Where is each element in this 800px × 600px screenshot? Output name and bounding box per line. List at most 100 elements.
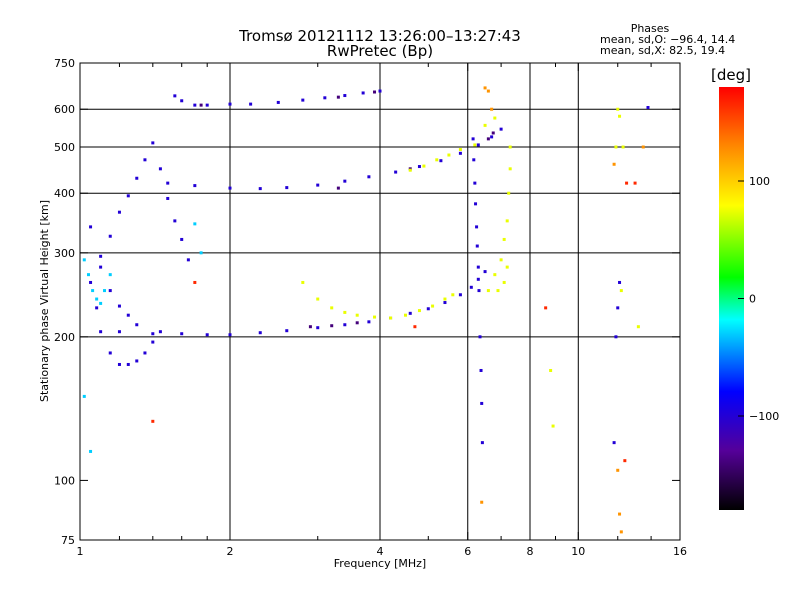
data-point <box>205 333 209 337</box>
data-point <box>417 165 421 169</box>
data-point <box>408 168 412 172</box>
data-point <box>193 103 197 107</box>
data-point <box>394 170 398 174</box>
data-point <box>186 258 190 262</box>
y-tick-label: 750 <box>54 57 75 70</box>
data-point <box>612 162 616 166</box>
data-point <box>479 368 483 372</box>
colorbar-tick-label: 100 <box>749 175 770 188</box>
data-point <box>469 285 473 289</box>
data-point <box>431 304 435 308</box>
data-point <box>355 313 359 317</box>
data-point <box>301 280 305 284</box>
data-point <box>143 158 147 162</box>
data-point <box>336 186 340 190</box>
data-points <box>82 86 650 534</box>
data-point <box>480 401 484 405</box>
data-point <box>483 123 487 127</box>
colorbar-ticks: 100 0 −100 <box>738 175 779 423</box>
data-point <box>86 273 90 277</box>
data-point <box>228 186 232 190</box>
data-point <box>619 530 623 534</box>
data-point <box>507 191 511 195</box>
data-point <box>475 225 479 229</box>
data-point <box>193 184 197 188</box>
y-tick-label: 500 <box>54 141 75 154</box>
data-point <box>173 219 177 223</box>
plot-frame <box>79 62 681 541</box>
data-point <box>276 100 280 104</box>
data-point <box>193 280 197 284</box>
data-point <box>316 326 320 330</box>
data-point <box>486 289 490 293</box>
colorbar-tick-label: −100 <box>749 410 779 423</box>
data-point <box>476 265 480 269</box>
data-point <box>89 449 93 453</box>
data-point <box>612 441 616 445</box>
data-point <box>417 309 421 313</box>
data-point <box>103 289 107 293</box>
data-point <box>443 297 447 301</box>
data-point <box>355 321 359 325</box>
data-point <box>476 143 480 147</box>
data-point <box>151 340 155 344</box>
data-point <box>471 137 475 141</box>
data-point <box>151 332 155 336</box>
data-point <box>158 330 162 334</box>
data-point <box>330 306 334 310</box>
data-point <box>91 289 95 293</box>
data-point <box>508 145 512 149</box>
x-tick-label: 8 <box>527 545 534 558</box>
data-point <box>505 265 509 269</box>
data-point <box>228 333 232 337</box>
data-point <box>151 141 155 145</box>
data-point <box>343 310 347 314</box>
data-point <box>633 181 637 185</box>
data-point <box>108 273 112 277</box>
x-axis-label: Frequency [MHz] <box>334 557 426 570</box>
data-point <box>180 237 184 241</box>
data-point <box>508 167 512 171</box>
data-point <box>490 135 494 139</box>
data-point <box>117 304 121 308</box>
data-point <box>135 323 139 327</box>
grid-lines <box>80 63 680 540</box>
data-point <box>199 251 203 255</box>
y-tick-label: 75 <box>61 534 75 547</box>
data-point <box>258 331 262 335</box>
data-point <box>308 325 312 329</box>
data-point <box>625 181 629 185</box>
data-point <box>135 176 139 180</box>
y-tick-label: 400 <box>54 187 75 200</box>
x-tick-label: 4 <box>377 545 384 558</box>
stats-o-mode: mean, sd,O: −96.4, 14.4 <box>600 33 735 46</box>
data-point <box>616 306 620 310</box>
data-point <box>330 324 334 328</box>
data-point <box>502 280 506 284</box>
data-point <box>199 103 203 107</box>
data-point <box>323 96 327 100</box>
data-point <box>343 94 347 98</box>
data-point <box>473 143 477 147</box>
data-point <box>151 419 155 423</box>
data-point <box>493 273 497 277</box>
data-point <box>490 107 494 111</box>
data-point <box>143 351 147 355</box>
data-point <box>505 219 509 223</box>
data-point <box>285 329 289 333</box>
data-point <box>641 145 645 149</box>
data-point <box>336 95 340 99</box>
y-axis-label: Stationary phase Virtual Height [km] <box>38 200 51 402</box>
data-point <box>621 145 625 149</box>
chart-title: Tromsø 20121112 13:26:00–13:27:43 <box>238 27 521 45</box>
data-point <box>373 315 377 319</box>
x-tick-label: 6 <box>464 545 471 558</box>
data-point <box>89 280 93 284</box>
data-point <box>474 202 478 206</box>
data-point <box>458 151 462 155</box>
data-point <box>108 234 112 238</box>
x-tick-label: 1 <box>77 545 84 558</box>
x-tick-label: 16 <box>673 545 687 558</box>
data-point <box>249 102 253 106</box>
data-point <box>413 325 417 329</box>
